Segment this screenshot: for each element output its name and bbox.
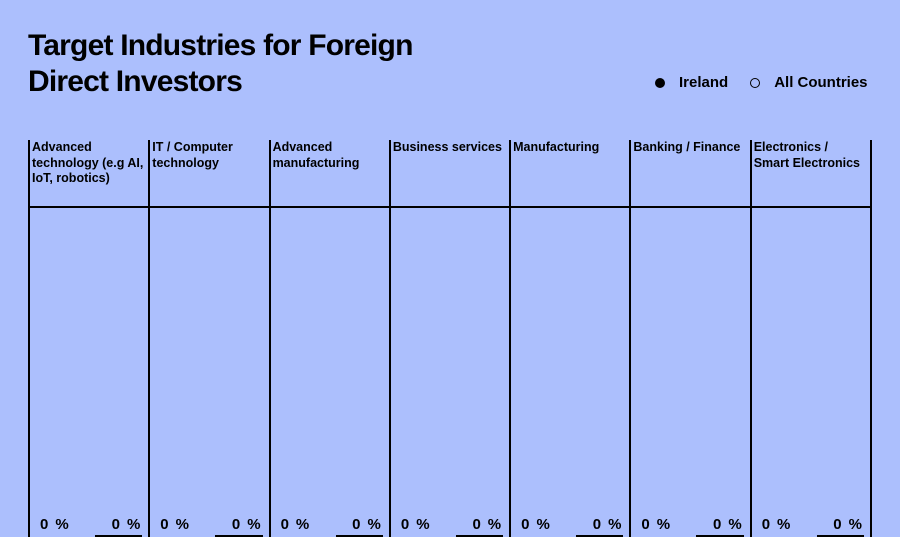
- value-label-all-countries: 0%: [593, 516, 622, 533]
- value-number: 0: [833, 516, 842, 533]
- category-plot-area: 0% 0%: [631, 208, 749, 537]
- value-label-all-countries: 0%: [472, 516, 501, 533]
- legend-label-ireland: Ireland: [679, 74, 729, 91]
- value-label-all-countries: 0%: [112, 516, 141, 533]
- value-label-ireland: 0%: [762, 516, 791, 533]
- category-label: Advanced technology (e.g AI, IoT, roboti…: [30, 140, 149, 208]
- legend: Ireland All Countries: [655, 74, 868, 91]
- category-column: Business services 0% 0%: [388, 140, 510, 537]
- value-label-ireland: 0%: [521, 516, 550, 533]
- value-unit: %: [536, 516, 550, 533]
- category-label: Business services: [390, 140, 510, 208]
- value-unit: %: [656, 516, 671, 533]
- category-column: IT / Computer technology 0% 0%: [148, 140, 269, 537]
- value-label-ireland: 0%: [281, 516, 310, 533]
- value-unit: %: [608, 516, 622, 533]
- legend-item-all-countries: All Countries: [750, 74, 868, 91]
- value-label-all-countries: 0%: [833, 516, 862, 533]
- value-unit: %: [295, 516, 310, 533]
- value-unit: %: [126, 516, 141, 533]
- value-label-ireland: 0%: [401, 516, 430, 533]
- value-number: 0: [713, 516, 722, 533]
- category-column: Manufacturing 0% 0%: [509, 140, 630, 537]
- value-number: 0: [472, 516, 481, 533]
- category-label: Electronics / Smart Electronics: [751, 140, 870, 208]
- value-label-all-countries: 0%: [352, 516, 381, 533]
- filled-circle-icon: [655, 77, 665, 88]
- value-number: 0: [641, 516, 650, 533]
- value-unit: %: [777, 516, 791, 533]
- category-plot-area: 0% 0%: [150, 208, 268, 537]
- chart-title: Target Industries for Foreign Direct Inv…: [28, 29, 413, 98]
- value-label-all-countries: 0%: [232, 516, 261, 533]
- hollow-circle-icon: [750, 77, 761, 88]
- value-number: 0: [231, 516, 241, 533]
- value-label-ireland: 0%: [160, 516, 189, 533]
- value-number: 0: [521, 516, 530, 533]
- category-plot-area: 0% 0%: [391, 208, 509, 537]
- value-number: 0: [352, 516, 361, 533]
- value-number: 0: [40, 516, 49, 533]
- value-number: 0: [280, 516, 289, 533]
- legend-item-ireland: Ireland: [655, 74, 728, 91]
- value-label-ireland: 0%: [40, 516, 69, 533]
- value-label-all-countries: 0%: [713, 516, 742, 533]
- legend-label-all-countries: All Countries: [774, 74, 868, 91]
- category-plot-area: 0% 0%: [511, 208, 629, 537]
- value-number: 0: [592, 516, 602, 533]
- category-label: Manufacturing: [511, 140, 630, 208]
- value-unit: %: [175, 516, 189, 533]
- value-unit: %: [367, 516, 381, 533]
- value-unit: %: [728, 516, 742, 533]
- value-number: 0: [400, 516, 410, 533]
- value-number: 0: [160, 516, 169, 533]
- industry-chart: Advanced technology (e.g AI, IoT, roboti…: [28, 140, 872, 537]
- value-unit: %: [848, 516, 862, 533]
- value-label-ireland: 0%: [641, 516, 670, 533]
- category-plot-area: 0% 0%: [30, 208, 148, 537]
- category-column: Advanced manufacturing 0% 0%: [268, 140, 389, 537]
- value-unit: %: [416, 516, 430, 533]
- value-number: 0: [111, 516, 120, 533]
- value-unit: %: [247, 516, 261, 533]
- category-plot-area: 0% 0%: [271, 208, 389, 537]
- category-label: IT / Computer technology: [150, 140, 269, 208]
- category-label: Banking / Finance: [631, 140, 750, 208]
- category-column: Electronics / Smart Electronics 0% 0%: [749, 140, 870, 537]
- category-plot-area: 0% 0%: [752, 208, 870, 537]
- category-label: Advanced manufacturing: [270, 140, 389, 208]
- category-column: Banking / Finance 0% 0%: [629, 140, 750, 537]
- value-unit: %: [487, 516, 502, 533]
- category-column: Advanced technology (e.g AI, IoT, roboti…: [30, 140, 149, 537]
- value-number: 0: [761, 516, 771, 533]
- value-unit: %: [55, 516, 69, 533]
